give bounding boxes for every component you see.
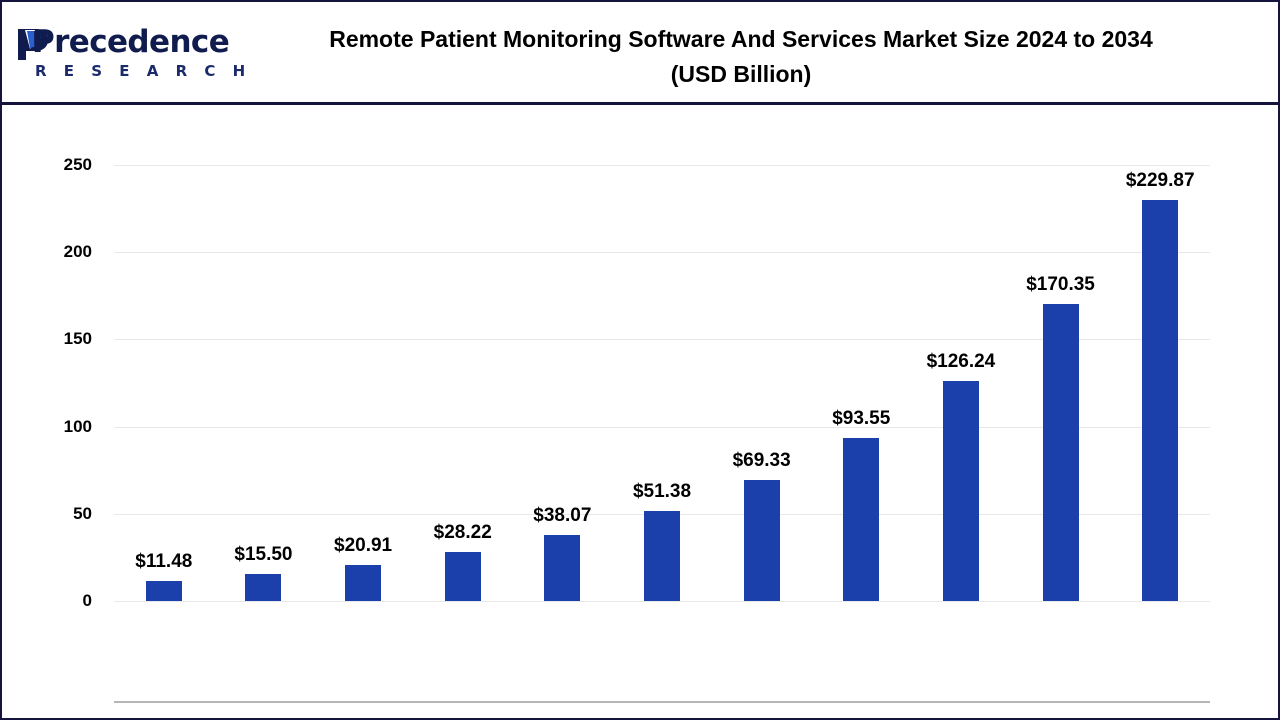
- bar[interactable]: [345, 564, 382, 601]
- y-axis-tick-label: 200: [63, 242, 92, 262]
- bar-value-label: $69.33: [732, 450, 791, 472]
- bar-value-label: $170.35: [1026, 273, 1095, 295]
- bar[interactable]: [1042, 303, 1079, 601]
- bar-value-label: $20.91: [334, 534, 393, 556]
- bar-value-label: $229.87: [1125, 170, 1195, 192]
- bar[interactable]: [544, 534, 581, 601]
- page-title-line1: Remote Patient Monitoring Software And S…: [329, 26, 1153, 52]
- bar[interactable]: [843, 437, 880, 601]
- axis-baseline: [114, 701, 1210, 703]
- plot-area: [114, 165, 1210, 602]
- logo-subtitle: R E S E A R C H: [35, 62, 252, 80]
- bar[interactable]: [644, 511, 680, 601]
- gridline: [114, 252, 1210, 254]
- precedence-research-logo: Precedence R E S E A R C H: [16, 24, 245, 86]
- y-axis-tick-label: 50: [73, 503, 92, 523]
- gridline: [114, 339, 1210, 341]
- y-axis-tick-label: 0: [82, 591, 92, 610]
- bar-value-label: $15.50: [234, 543, 293, 565]
- chart-header: Precedence R E S E A R C H Remote Patien…: [2, 2, 1278, 105]
- y-axis-tick-label: 250: [63, 155, 92, 174]
- chart-canvas: 0 50 100 150 200 250 $11.48 $15.50 $20.91 $28.22…: [2, 105, 1278, 718]
- bar-value-label: $11.48: [135, 550, 193, 572]
- bar-value-label: $28.22: [433, 521, 492, 543]
- logo-wordmark: Precedence: [32, 24, 230, 60]
- bar[interactable]: [942, 380, 979, 601]
- bar-value-label: $126.24: [926, 350, 996, 372]
- precedence-p-leaf-icon: [18, 29, 48, 60]
- bar[interactable]: [444, 551, 481, 601]
- bar-value-label: $38.07: [533, 504, 592, 526]
- page-title-line2: (USD Billion): [670, 61, 812, 88]
- bar-value-label: $51.38: [632, 481, 692, 503]
- y-axis-tick-label: 100: [63, 416, 92, 436]
- bar[interactable]: [1142, 200, 1179, 601]
- bar[interactable]: [743, 480, 780, 601]
- gridline: [114, 601, 1210, 602]
- gridline: [114, 426, 1210, 428]
- bar[interactable]: [145, 580, 182, 601]
- page-title: Remote Patient Monitoring Software And S…: [234, 22, 1248, 92]
- bar[interactable]: [245, 573, 282, 601]
- bar-value-label: $93.55: [832, 407, 891, 429]
- gridline: [114, 165, 1210, 166]
- y-axis-tick-label: 150: [63, 329, 92, 349]
